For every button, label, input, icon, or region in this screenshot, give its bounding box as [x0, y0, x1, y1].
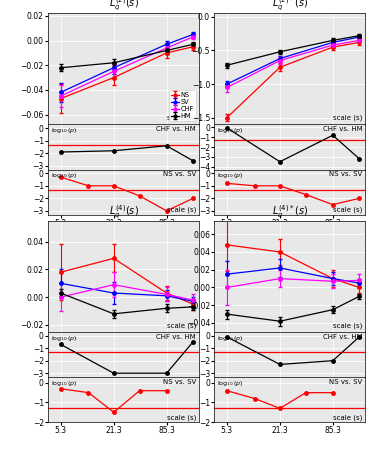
Text: CHF vs. HM: CHF vs. HM: [156, 126, 196, 132]
Title: $L_q^{(4)*}(s)$: $L_q^{(4)*}(s)$: [272, 203, 308, 221]
Text: scale (s): scale (s): [167, 114, 196, 121]
Text: scale (s): scale (s): [333, 322, 362, 329]
Text: CHF vs. HM: CHF vs. HM: [323, 334, 362, 340]
Text: CHF vs. HM: CHF vs. HM: [323, 126, 362, 132]
Text: $\log_{10}(p)$: $\log_{10}(p)$: [217, 126, 244, 135]
Text: NS vs. SV: NS vs. SV: [329, 379, 362, 385]
Text: $\log_{10}(p)$: $\log_{10}(p)$: [51, 334, 77, 343]
Text: $\log_{10}(p)$: $\log_{10}(p)$: [217, 172, 244, 180]
Text: NS vs. SV: NS vs. SV: [163, 379, 196, 385]
Text: CHF vs. HM: CHF vs. HM: [156, 334, 196, 340]
Text: $\log_{10}(p)$: $\log_{10}(p)$: [217, 379, 244, 388]
Text: NS vs. SV: NS vs. SV: [329, 172, 362, 177]
Title: $L_q^{(2)}(s)$: $L_q^{(2)}(s)$: [108, 0, 138, 13]
Text: $\log_{10}(p)$: $\log_{10}(p)$: [51, 126, 77, 135]
Text: NS vs. SV: NS vs. SV: [163, 172, 196, 177]
Text: scale (s): scale (s): [167, 322, 196, 329]
Text: $\log_{10}(p)$: $\log_{10}(p)$: [51, 172, 77, 180]
Text: scale (s): scale (s): [333, 207, 362, 213]
Text: $\log_{10}(p)$: $\log_{10}(p)$: [217, 334, 244, 343]
Text: scale (s): scale (s): [333, 114, 362, 121]
Title: $L_q^{(2)*}(s)$: $L_q^{(2)*}(s)$: [272, 0, 308, 13]
Title: $L_q^{(4)}(s)$: $L_q^{(4)}(s)$: [108, 203, 138, 221]
Legend: NS, SV, CHF, HM: NS, SV, CHF, HM: [169, 90, 196, 121]
Text: scale (s): scale (s): [333, 414, 362, 421]
Text: scale (s): scale (s): [167, 414, 196, 421]
Text: $\log_{10}(p)$: $\log_{10}(p)$: [51, 379, 77, 388]
Text: scale (s): scale (s): [167, 207, 196, 213]
